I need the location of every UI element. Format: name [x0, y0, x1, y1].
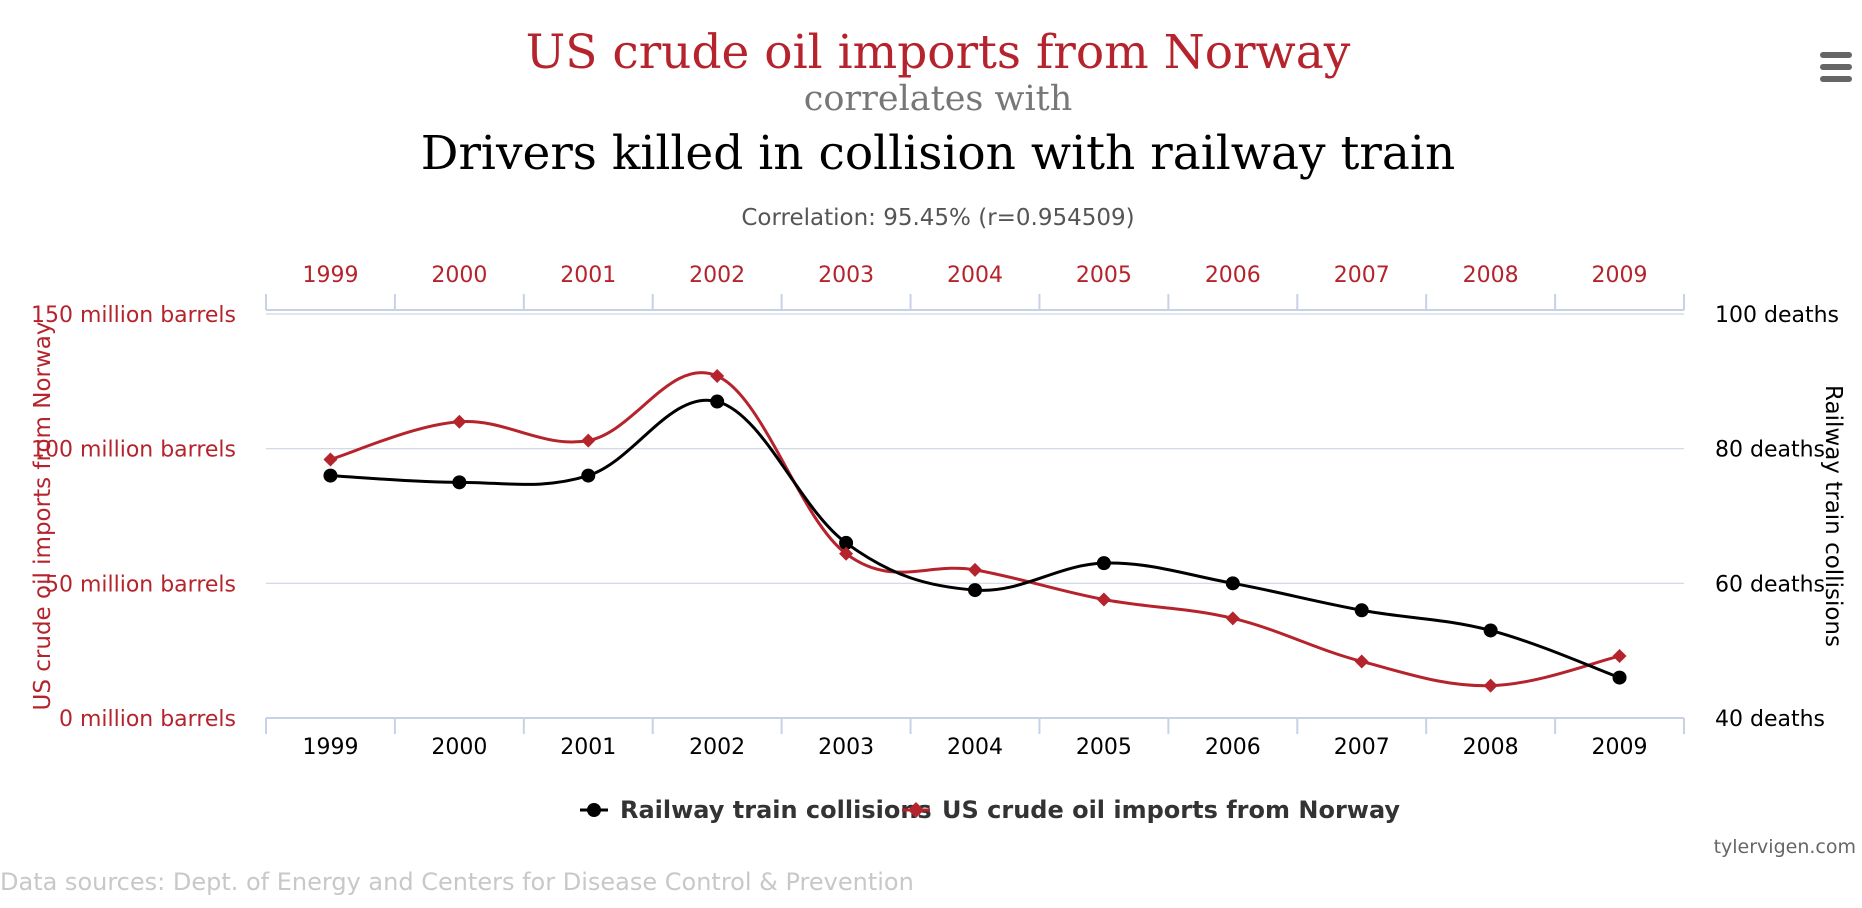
left-axis-title: US crude oil imports from Norway: [30, 322, 56, 711]
bottom-x-tick-label: 1999: [302, 735, 358, 760]
correlation-text: Correlation: 95.45% (r=0.954509): [741, 205, 1134, 231]
oil-point[interactable]: [1354, 654, 1369, 669]
top-x-tick-label: 2002: [689, 263, 745, 288]
oil-point[interactable]: [968, 562, 982, 577]
right-tick-label: 60 deaths: [1715, 572, 1825, 597]
top-x-tick-label: 2001: [560, 263, 616, 288]
bottom-x-tick-label: 2003: [818, 735, 874, 760]
top-x-tick-label: 2004: [947, 263, 1003, 288]
bottom-x-tick-label: 2007: [1334, 735, 1390, 760]
title-b: Drivers killed in collision with railway…: [421, 126, 1455, 181]
bottom-x-tick-label: 2000: [431, 735, 487, 760]
series-line-oil: [330, 371, 1620, 688]
top-x-tick-label: 2000: [431, 263, 487, 288]
oil-point[interactable]: [452, 414, 467, 429]
bottom-x-tick-label: 2006: [1205, 735, 1261, 760]
railway-point[interactable]: [1354, 603, 1369, 618]
correlates-with: correlates with: [804, 79, 1073, 119]
railway-point[interactable]: [1612, 670, 1627, 685]
railway-point[interactable]: [1096, 556, 1111, 571]
credit[interactable]: tylervigen.com: [1714, 836, 1856, 858]
right-tick-label: 80 deaths: [1715, 438, 1825, 463]
left-tick-label: 0 million barrels: [59, 707, 236, 732]
series-line-railway: [330, 398, 1621, 680]
top-x-tick-label: 2007: [1334, 263, 1390, 288]
railway-point[interactable]: [323, 468, 338, 483]
left-tick-label: 50 million barrels: [45, 572, 236, 597]
title-a: US crude oil imports from Norway: [526, 25, 1351, 80]
right-axis-title: Railway train collisions: [1820, 385, 1846, 647]
top-x-tick-label: 2009: [1592, 263, 1648, 288]
data-sources: Data sources: Dept. of Energy and Center…: [0, 868, 914, 896]
oil-point[interactable]: [1225, 611, 1240, 626]
legend-item-railway[interactable]: Railway train collisions: [580, 796, 932, 824]
bottom-x-tick-label: 2001: [560, 735, 616, 760]
axes: 0 million barrels 50 million barrels 100 m…: [31, 263, 1839, 760]
oil-point[interactable]: [1096, 592, 1111, 607]
top-x-tick-label: 1999: [302, 263, 358, 288]
bottom-x-tick-label: 2009: [1592, 735, 1648, 760]
legend: Railway train collisions US crude oil im…: [580, 796, 1400, 824]
grid-lines: [266, 313, 1684, 719]
oil-point[interactable]: [1483, 678, 1498, 693]
left-tick-label: 100 million barrels: [31, 438, 236, 463]
bottom-x-tick-label: 2008: [1463, 735, 1519, 760]
legend-label-oil: US crude oil imports from Norway: [942, 796, 1400, 824]
left-tick-label: 150 million barrels: [31, 303, 236, 328]
railway-point[interactable]: [710, 394, 725, 409]
legend-item-oil[interactable]: US crude oil imports from Norway: [902, 796, 1400, 824]
railway-point[interactable]: [968, 583, 982, 598]
oil-point[interactable]: [1612, 649, 1627, 664]
bottom-x-tick-label: 2002: [689, 735, 745, 760]
top-x-tick-label: 2008: [1463, 263, 1519, 288]
right-tick-label: 100 deaths: [1715, 303, 1839, 328]
top-x-tick-label: 2005: [1076, 263, 1132, 288]
top-x-tick-label: 2003: [818, 263, 874, 288]
railway-point[interactable]: [1225, 576, 1240, 591]
bottom-x-tick-label: 2005: [1076, 735, 1132, 760]
legend-label-railway: Railway train collisions: [620, 796, 932, 824]
railway-point[interactable]: [839, 535, 854, 550]
railway-point[interactable]: [1483, 623, 1498, 638]
railway-point[interactable]: [581, 468, 596, 483]
hamburger-menu-icon[interactable]: [1818, 48, 1854, 92]
series: [323, 368, 1627, 693]
bottom-x-tick-label: 2004: [947, 735, 1003, 760]
oil-point[interactable]: [710, 368, 725, 383]
oil-point[interactable]: [839, 546, 854, 561]
top-x-tick-label: 2006: [1205, 263, 1261, 288]
oil-point[interactable]: [581, 433, 596, 448]
railway-point[interactable]: [452, 475, 467, 490]
oil-point[interactable]: [323, 452, 338, 467]
right-tick-label: 40 deaths: [1715, 707, 1825, 732]
